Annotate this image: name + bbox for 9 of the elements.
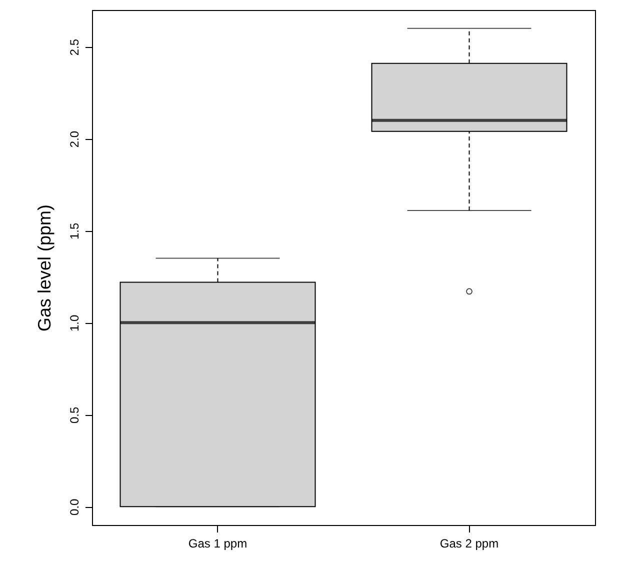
y-tick-label: 1.5 — [68, 222, 82, 240]
x-tick-label: Gas 2 ppm — [440, 536, 499, 550]
x-tick-label: Gas 1 ppm — [188, 536, 248, 550]
y-tick-label: 2.0 — [68, 130, 82, 148]
y-axis-title: Gas level (ppm) — [34, 204, 54, 332]
y-tick-label: 0.0 — [68, 498, 82, 516]
y-tick-label: 0.5 — [68, 406, 82, 424]
y-tick-label: 2.5 — [68, 38, 82, 56]
y-tick-label: 1.0 — [68, 314, 82, 332]
